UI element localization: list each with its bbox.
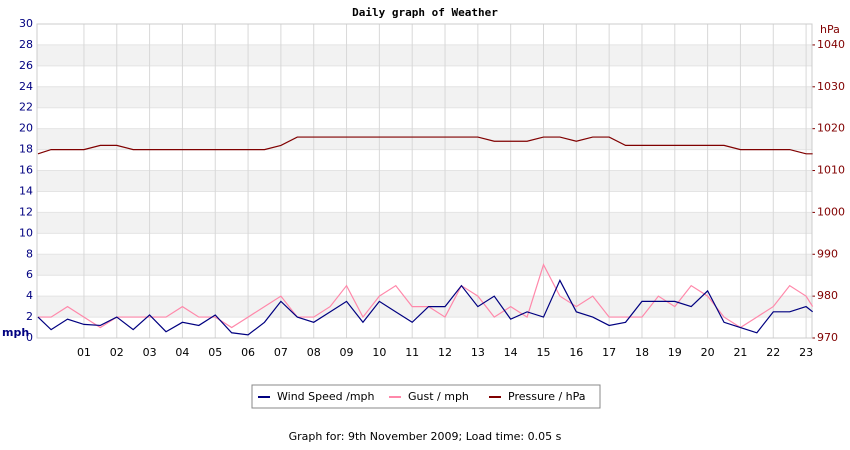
y-tick-label: 20 — [19, 122, 33, 135]
x-tick-label: 04 — [175, 346, 189, 359]
y-tick-label: 12 — [19, 205, 33, 218]
plot-frame — [36, 23, 813, 339]
x-tick-label: 07 — [274, 346, 288, 359]
grid-band — [37, 212, 812, 234]
x-tick-label: 16 — [569, 346, 583, 359]
y-tick-label: 6 — [26, 268, 33, 281]
x-tick-label: 23 — [799, 346, 813, 359]
x-tick-label: 15 — [536, 346, 550, 359]
legend-label: Pressure / hPa — [508, 390, 586, 403]
y2-axis-label: hPa — [820, 23, 840, 36]
y2-tick-label: 1010 — [817, 164, 845, 177]
x-tick-label: 13 — [471, 346, 485, 359]
y-tick-label: 22 — [19, 101, 33, 114]
x-tick-label: 10 — [372, 346, 386, 359]
y-tick-label: 4 — [26, 289, 33, 302]
x-tick-label: 06 — [241, 346, 255, 359]
y-tick-label: 0 — [26, 331, 33, 344]
y2-tick-label: 1020 — [817, 122, 845, 135]
grid-band — [37, 44, 812, 66]
y2-tick-label: 970 — [817, 331, 838, 344]
y-tick-label: 28 — [19, 38, 33, 51]
legend-box — [251, 384, 601, 409]
x-tick-label: 09 — [340, 346, 354, 359]
y-tick-label: 14 — [19, 184, 33, 197]
x-tick-label: 18 — [635, 346, 649, 359]
legend-label: Gust / mph — [408, 390, 469, 403]
y-tick-label: 16 — [19, 164, 33, 177]
y2-tick-label: 1040 — [817, 38, 845, 51]
x-tick-label: 12 — [438, 346, 452, 359]
x-tick-label: 02 — [110, 346, 124, 359]
x-tick-label: 19 — [668, 346, 682, 359]
x-tick-label: 14 — [504, 346, 518, 359]
x-tick-label: 20 — [701, 346, 715, 359]
y-tick-label: 26 — [19, 59, 33, 72]
y-tick-label: 18 — [19, 143, 33, 156]
y2-tick-label: 1030 — [817, 80, 845, 93]
x-tick-label: 21 — [733, 346, 747, 359]
y-tick-label: 24 — [19, 80, 33, 93]
y-axis-label: mph — [2, 326, 29, 339]
grid-band — [37, 170, 812, 192]
chart-title: Daily graph of Weather — [352, 6, 498, 19]
y-tick-label: 30 — [19, 17, 33, 30]
y-tick-label: 8 — [26, 247, 33, 260]
y-tick-label: 2 — [26, 310, 33, 323]
footer: Graph for: 9th November 2009; Load time:… — [289, 430, 562, 443]
legend-label: Wind Speed /mph — [277, 390, 375, 403]
x-tick-label: 01 — [77, 346, 91, 359]
y2-tick-label: 990 — [817, 247, 838, 260]
x-tick-label: 17 — [602, 346, 616, 359]
x-tick-label: 08 — [307, 346, 321, 359]
series-line — [37, 279, 814, 336]
y-tick-label: 10 — [19, 226, 33, 239]
series-line — [37, 136, 813, 155]
y2-tick-label: 1000 — [817, 205, 845, 218]
x-tick-label: 03 — [143, 346, 157, 359]
grid-band — [37, 128, 812, 150]
grid-band — [37, 254, 812, 276]
x-tick-label: 22 — [766, 346, 780, 359]
y2-tick-label: 980 — [817, 289, 838, 302]
x-tick-label: 05 — [208, 346, 222, 359]
x-tick-label: 11 — [405, 346, 419, 359]
grid-band — [37, 86, 812, 108]
